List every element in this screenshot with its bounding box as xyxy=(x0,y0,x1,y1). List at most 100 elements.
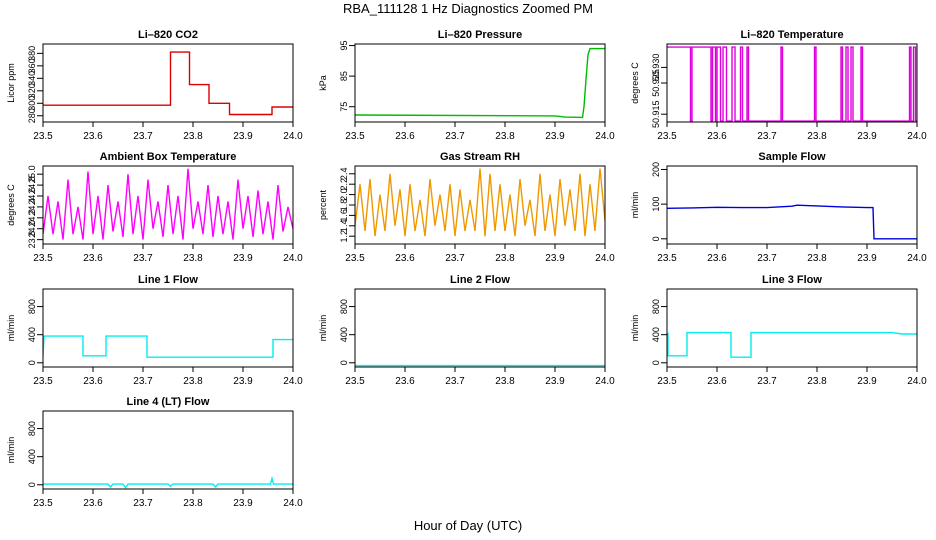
x-tick-label: 23.7 xyxy=(133,498,153,509)
x-tick-label: 24.0 xyxy=(907,253,927,264)
x-tick-label: 23.9 xyxy=(857,131,877,142)
x-tick-label: 23.5 xyxy=(33,376,53,387)
y-tick-label: 75 xyxy=(339,102,349,112)
x-tick-label: 23.8 xyxy=(183,131,203,142)
x-tick-label: 23.9 xyxy=(233,131,253,142)
x-tick-label: 23.6 xyxy=(707,376,727,387)
y-tick-label: 280 xyxy=(27,108,37,123)
y-tick-label: 360 xyxy=(27,58,37,73)
y-tick-label: 1.2 xyxy=(339,230,349,243)
x-tick-label: 23.6 xyxy=(395,253,415,264)
x-tick-label: 23.5 xyxy=(345,376,365,387)
x-tick-label: 24.0 xyxy=(283,498,303,509)
panel-title: Line 3 Flow xyxy=(762,274,822,286)
y-axis-label: ml/min xyxy=(6,437,16,464)
y-tick-label: 800 xyxy=(651,299,661,314)
x-tick-label: 23.6 xyxy=(83,131,103,142)
panel-9: Line 3 Flow 0 400 800 ml/min 23.5 23.6 23.7 23.8… xyxy=(630,274,927,387)
panel-title: Gas Stream RH xyxy=(440,151,520,163)
x-tick-label: 23.7 xyxy=(133,376,153,387)
plot-frame xyxy=(42,43,294,123)
plot-frame xyxy=(42,288,294,368)
y-tick-label: 200 xyxy=(651,162,661,177)
series-line-1 xyxy=(355,168,605,237)
y-tick-label: 1.8 xyxy=(339,199,349,212)
x-tick-label: 23.8 xyxy=(807,131,827,142)
series-line-1 xyxy=(43,335,293,358)
y-axis-label: ml/min xyxy=(630,192,640,219)
y-axis-label: ml/min xyxy=(630,315,640,342)
y-axis-label: ml/min xyxy=(6,315,16,342)
x-tick-label: 23.8 xyxy=(495,376,515,387)
y-tick-label: 400 xyxy=(27,449,37,464)
x-tick-label: 24.0 xyxy=(283,131,303,142)
y-tick-label: 1.4 xyxy=(339,220,349,233)
panel-title: Line 1 Flow xyxy=(138,274,198,286)
y-axis-label: degrees C xyxy=(6,184,16,226)
x-tick-label: 23.9 xyxy=(233,376,253,387)
x-tick-label: 23.9 xyxy=(857,253,877,264)
y-tick-label: 85 xyxy=(339,71,349,81)
y-tick-label: 24.6 xyxy=(27,187,37,205)
series-line-1 xyxy=(43,51,293,116)
panel-title: Li–820 Temperature xyxy=(740,29,843,41)
y-tick-label: 0 xyxy=(651,360,661,365)
x-tick-label: 23.6 xyxy=(707,253,727,264)
y-tick-label: 800 xyxy=(27,421,37,436)
y-tick-label: 24.8 xyxy=(27,176,37,194)
x-tick-label: 23.8 xyxy=(183,498,203,509)
y-tick-label: 24.0 xyxy=(27,220,37,238)
x-tick-label: 23.5 xyxy=(33,498,53,509)
panel-4: Ambient Box Temperature23.824.024.224.42… xyxy=(6,151,303,264)
x-tick-label: 23.6 xyxy=(83,253,103,264)
series-line-1 xyxy=(355,47,605,119)
y-tick-label: 2.0 xyxy=(339,188,349,201)
x-tick-label: 23.6 xyxy=(83,498,103,509)
x-tick-label: 23.6 xyxy=(395,376,415,387)
x-tick-label: 23.9 xyxy=(233,498,253,509)
y-tick-label: 100 xyxy=(651,197,661,212)
y-tick-label: 800 xyxy=(339,299,349,314)
y-tick-label: 400 xyxy=(27,327,37,342)
y-tick-label: 800 xyxy=(27,299,37,314)
y-tick-label: 400 xyxy=(651,327,661,342)
x-tick-label: 23.8 xyxy=(495,253,515,264)
panel-7: Line 1 Flow 0 400 800 ml/min 23.5 23.6 23.7 23.8… xyxy=(6,274,303,387)
y-tick-label: 50.915 xyxy=(651,100,661,128)
y-tick-label: 24.2 xyxy=(27,209,37,227)
x-tick-label: 24.0 xyxy=(283,253,303,264)
y-tick-label: 0 xyxy=(27,482,37,487)
panel-title: Ambient Box Temperature xyxy=(100,151,237,163)
x-tick-label: 23.7 xyxy=(445,131,465,142)
x-tick-label: 23.8 xyxy=(183,376,203,387)
x-tick-label: 23.9 xyxy=(545,253,565,264)
x-tick-label: 23.7 xyxy=(757,131,777,142)
series-line-1 xyxy=(667,331,917,358)
x-tick-label: 24.0 xyxy=(907,131,927,142)
panel-2: Li–820 Pressure 75 85 95 kPa 23.5 23.6 23.7 23.8… xyxy=(318,29,615,142)
x-tick-label: 23.9 xyxy=(233,253,253,264)
x-tick-label: 23.5 xyxy=(33,131,53,142)
y-tick-label: 2.2 xyxy=(339,178,349,191)
plot-frame xyxy=(666,288,918,368)
x-tick-label: 23.5 xyxy=(657,253,677,264)
x-tick-label: 23.7 xyxy=(133,253,153,264)
y-axis-label: ml/min xyxy=(318,315,328,342)
panel-title: Line 2 Flow xyxy=(450,274,510,286)
y-tick-label: 50.925 xyxy=(651,69,661,97)
panel-title: Li–820 Pressure xyxy=(438,29,522,41)
plot-frame xyxy=(666,165,918,245)
x-tick-label: 24.0 xyxy=(595,131,615,142)
y-axis-label: kPa xyxy=(318,75,328,91)
series-line-1 xyxy=(43,475,293,489)
panel-5: Gas Stream RH 1.21.41.61.82.02.22.4 percen… xyxy=(318,151,615,264)
x-tick-label: 23.8 xyxy=(495,131,515,142)
panel-8: Line 2 Flow 0 400 800 ml/min 23.5 23.6 23.7 23.8… xyxy=(318,274,615,387)
main-title: RBA_111128 1 Hz Diagnostics Zoomed PM xyxy=(342,1,593,16)
x-tick-label: 23.5 xyxy=(345,253,365,264)
x-tick-label: 23.6 xyxy=(707,131,727,142)
x-tick-label: 23.6 xyxy=(83,376,103,387)
x-tick-label: 23.9 xyxy=(545,131,565,142)
x-tick-label: 23.7 xyxy=(445,376,465,387)
y-tick-label: 0 xyxy=(651,236,661,241)
